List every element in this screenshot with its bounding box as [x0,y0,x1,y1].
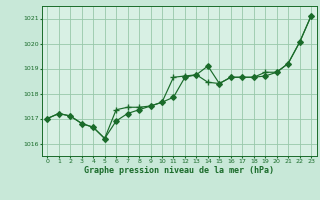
X-axis label: Graphe pression niveau de la mer (hPa): Graphe pression niveau de la mer (hPa) [84,166,274,175]
